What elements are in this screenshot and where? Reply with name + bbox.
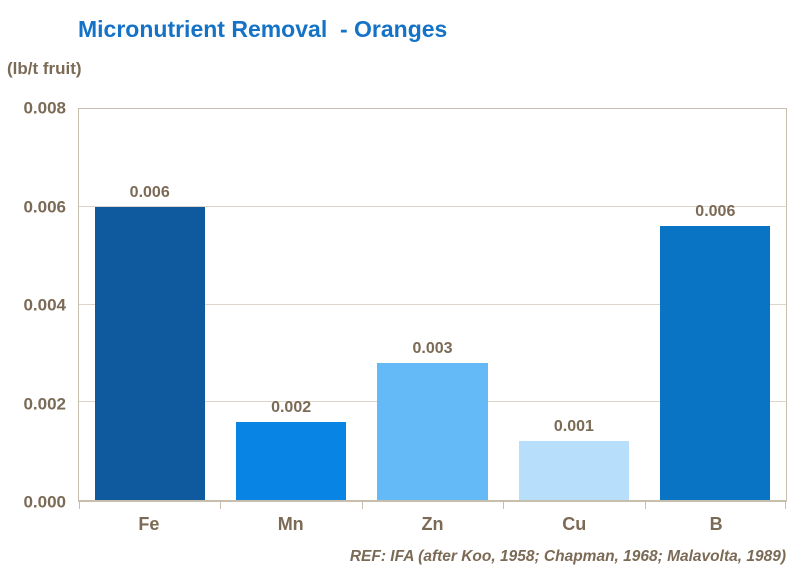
y-tick-label: 0.002 <box>23 394 66 413</box>
y-tick-label: 0.000 <box>23 492 66 512</box>
bar-value-label: 0.006 <box>129 183 170 201</box>
bar-b <box>660 226 771 500</box>
x-tick-mark <box>220 501 222 509</box>
x-tick-mark <box>361 501 363 509</box>
gridline <box>79 303 786 305</box>
bar-mn <box>235 421 347 500</box>
bar-zn <box>377 363 488 500</box>
y-tick-label: 0.006 <box>23 197 66 216</box>
category-label-mn: Mn <box>277 514 304 534</box>
plot-area: 0.006 0.002 0.003 0.001 0.006 <box>78 108 787 509</box>
chart-title: Micronutrient Removal - Oranges <box>78 16 448 42</box>
y-tick-label: 0.008 <box>23 98 66 118</box>
bar-value-label: 0.002 <box>271 398 312 416</box>
bar-slot-cu: 0.001 <box>503 109 644 500</box>
category-label-fe: Fe <box>138 514 160 534</box>
bar-slot-mn: 0.002 <box>220 109 361 500</box>
x-axis-labels: Fe Mn Zn Cu B <box>78 514 787 535</box>
x-tick-mark <box>785 501 786 509</box>
bar-fe <box>94 206 205 500</box>
bar-value-label: 0.001 <box>553 418 594 436</box>
x-tick-mark <box>644 501 646 509</box>
category-label-cu: Cu <box>562 514 587 534</box>
category-label-b: B <box>709 514 723 534</box>
bar-value-label: 0.006 <box>695 203 736 221</box>
bar-value-label: 0.003 <box>412 340 453 358</box>
bar-cu <box>518 441 630 500</box>
category-label-zn: Zn <box>421 514 444 534</box>
x-tick-mark <box>503 501 505 509</box>
bar-slot-zn: 0.003 <box>362 109 503 500</box>
reference-citation: REF: IFA (after Koo, 1958; Chapman, 1968… <box>349 548 786 565</box>
bar-series: 0.006 0.002 0.003 0.001 0.006 <box>79 109 786 500</box>
y-axis-units-label: (lb/t fruit) <box>7 59 82 78</box>
bar-slot-b: 0.006 <box>645 109 786 500</box>
bar-slot-fe: 0.006 <box>79 109 220 500</box>
x-tick-mark <box>79 501 80 509</box>
y-axis: 0.000 0.002 0.004 0.006 0.008 <box>0 100 68 511</box>
y-tick-label: 0.004 <box>23 295 66 315</box>
gridline <box>79 205 786 207</box>
